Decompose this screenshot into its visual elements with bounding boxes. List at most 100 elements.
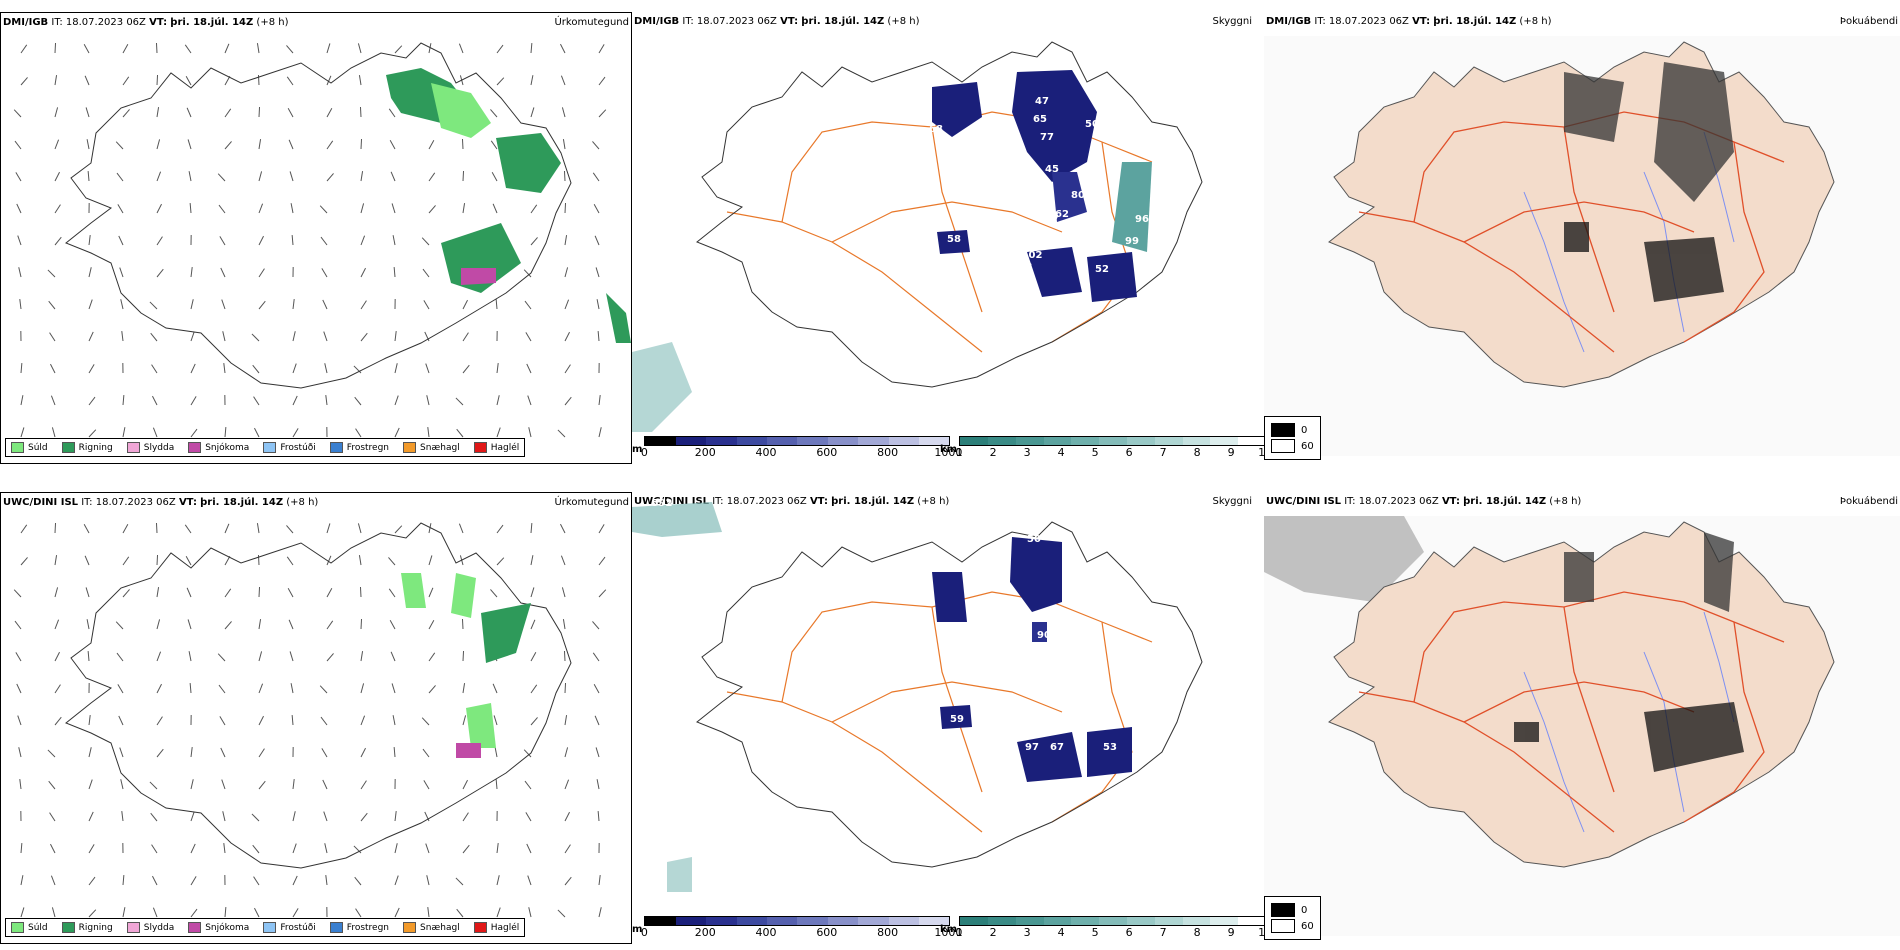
wind-barb [88, 429, 97, 438]
wind-barb [292, 299, 295, 310]
wind-barb [598, 427, 602, 438]
wind-barb [258, 651, 263, 662]
wind-barb [564, 811, 570, 822]
wind-barb [256, 523, 260, 534]
cloud-map-row1 [1264, 36, 1900, 456]
wind-barb [119, 267, 124, 278]
wind-barb [564, 779, 570, 790]
wind-barb [152, 907, 158, 918]
legend-swatch [11, 922, 24, 933]
wind-barb [528, 907, 532, 918]
wind-barb [88, 844, 95, 854]
colorbar-tick: 1000 [934, 926, 963, 939]
wind-barb [18, 747, 22, 758]
colorbar-unit: km [940, 444, 958, 455]
wind-barb [155, 522, 158, 534]
wind-barb [122, 44, 129, 54]
wind-barb [360, 812, 368, 822]
vis-value-label: 50 [1085, 119, 1099, 130]
wind-barb [564, 747, 569, 758]
wind-barb [562, 619, 566, 630]
legend-swatch [126, 442, 140, 453]
wind-barb [360, 138, 363, 150]
wind-barb [19, 299, 22, 310]
vis-value-label: 57 [1045, 214, 1059, 225]
wind-barb [17, 715, 22, 726]
wind-barb [355, 428, 362, 438]
wind-barb [117, 204, 124, 214]
wind-barb [186, 107, 192, 118]
legend-swatch [1271, 903, 1295, 917]
wind-barb [320, 716, 328, 726]
wind-barb [326, 620, 334, 630]
wind-barb [54, 684, 61, 694]
colorbar-cell [645, 437, 676, 445]
wind-barb [496, 875, 500, 886]
wind-barb [217, 173, 226, 182]
colorbar-tick: 10 [1258, 926, 1264, 939]
wind-barb [224, 426, 227, 438]
colorbar-tick: 8 [1193, 446, 1201, 459]
wind-barb [258, 780, 266, 790]
precip-map-panel-row1: DMI/IGB IT: 18.07.2023 06Z VT: þri. 18.j… [0, 12, 632, 464]
vis-labels-row2: 592 50 49 98 60 59 90 97 67 53 [652, 498, 1153, 753]
wind-barb [525, 332, 532, 342]
wind-barb [321, 268, 328, 278]
wind-barb [50, 875, 56, 886]
wind-barb [564, 299, 570, 310]
wind-barb [394, 427, 400, 438]
wind-barb [222, 811, 226, 822]
precip-map-panel-row2: UWC/DINI ISL IT: 18.07.2023 06Z VT: þri.… [0, 492, 632, 944]
wind-barb [594, 235, 600, 246]
legend-swatch [329, 922, 343, 933]
colorbar-cell [987, 917, 1016, 925]
wind-barb [224, 523, 230, 534]
wind-barb [560, 43, 566, 54]
cloud-map-panel-row2: UWC/DINI ISL IT: 18.07.2023 06Z VT: þri.… [1264, 492, 1900, 944]
colorbar-cell [1210, 917, 1239, 925]
wind-barb [462, 779, 468, 790]
wind-barb [564, 364, 571, 374]
wind-barb [50, 843, 56, 854]
wind-barb [360, 332, 368, 342]
wind-barb [353, 845, 362, 854]
wind-barb [253, 876, 260, 886]
wind-barb [190, 396, 197, 406]
ceiling-colorbar-cells [644, 916, 951, 926]
wind-barb [360, 683, 365, 694]
wind-barb [461, 618, 464, 630]
wind-barb [462, 683, 466, 694]
wind-barb [389, 620, 396, 630]
wind-barb [428, 620, 435, 630]
wind-barbs [13, 522, 607, 918]
wind-barb [458, 43, 464, 54]
colorbar-tick: 400 [755, 446, 777, 459]
vis-value-label: 102 [1022, 250, 1043, 261]
wind-barb [561, 107, 566, 118]
wind-barb [458, 523, 464, 534]
legend-item: Súld [11, 442, 48, 453]
vis-value-label: 52 [1095, 264, 1109, 275]
colorbar-tick: 200 [694, 446, 716, 459]
legend-swatch [403, 442, 417, 453]
wind-barb [326, 140, 334, 150]
legend-item: 60 [1271, 439, 1314, 453]
legend-swatch [263, 442, 277, 453]
wind-barb [292, 875, 298, 886]
wind-barb [84, 75, 90, 86]
wind-barb [190, 908, 198, 918]
wind-barb [360, 171, 364, 182]
vis-value-label: 65 [1033, 114, 1047, 125]
wind-barb [122, 524, 129, 534]
wind-barb [564, 876, 572, 886]
wind-barb [219, 236, 226, 246]
wind-barb [426, 395, 430, 406]
wind-barb [190, 363, 196, 374]
wind-barb [319, 685, 328, 694]
wind-barb [152, 875, 158, 886]
wind-barb [325, 875, 328, 886]
wind-barb [150, 332, 158, 342]
wind-barb [594, 715, 600, 726]
colorbar-tick: 8 [1193, 926, 1201, 939]
wind-barb [149, 301, 158, 310]
